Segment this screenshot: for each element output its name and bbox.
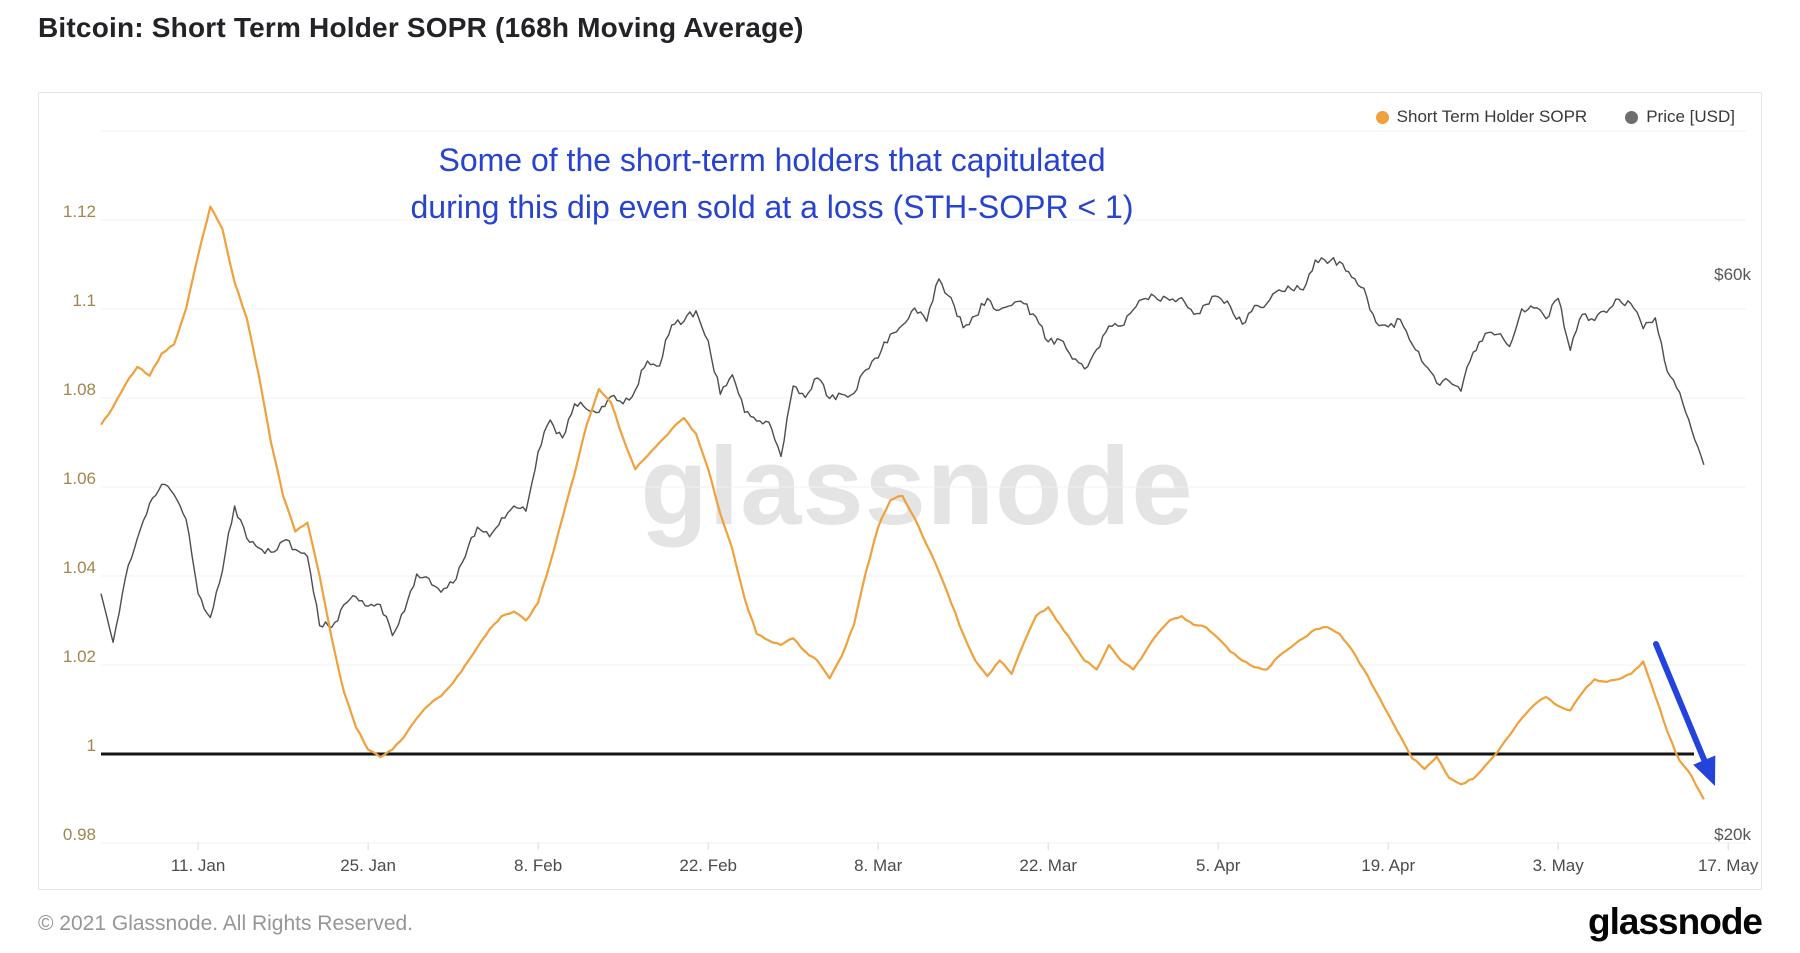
- sopr-legend-dot-icon: [1375, 110, 1389, 124]
- y-axis-left-tick-label: 1: [87, 736, 96, 755]
- x-axis-tick-label: 17. May: [1698, 856, 1759, 875]
- y-axis-right-tick-label: $20k: [1714, 825, 1751, 844]
- x-axis-tick-label: 25. Jan: [340, 856, 396, 875]
- y-axis-left-tick-label: 1.02: [63, 647, 96, 666]
- x-axis-tick-label: 11. Jan: [171, 856, 226, 875]
- annotation-line-2: during this dip even sold at a loss (STH…: [410, 189, 1134, 225]
- chart-annotation: Some of the short-term holders that capi…: [372, 137, 1172, 231]
- x-axis-tick-label: 3. May: [1533, 856, 1585, 875]
- trend-arrow: [1653, 641, 1716, 786]
- glassnode-logo: glassnode: [1588, 901, 1763, 942]
- y-axis-left-tick-label: 1.04: [63, 558, 96, 577]
- legend-label-sopr: Short Term Holder SOPR: [1396, 107, 1588, 126]
- price-line: [100, 257, 1705, 643]
- annotation-line-1: Some of the short-term holders that capi…: [438, 142, 1106, 178]
- grid-lines: [101, 130, 1746, 844]
- sopr-line: [100, 205, 1705, 800]
- y-axis-left-tick-label: 1.06: [63, 469, 96, 488]
- x-axis-tick-label: 8. Mar: [854, 856, 903, 875]
- x-axis-tick-label: 22. Feb: [679, 856, 737, 875]
- x-axis-tick-label: 19. Apr: [1361, 856, 1415, 875]
- page-title: Bitcoin: Short Term Holder SOPR (168h Mo…: [38, 12, 804, 43]
- y-axis-right: $60k $20k: [1714, 265, 1751, 844]
- chart-panel: glassnode 11. Jan 25. Jan 8. Feb 22. Feb 8. …: [38, 92, 1762, 890]
- y-axis-right-tick-label: $60k: [1714, 265, 1751, 284]
- legend: Short Term Holder SOPR Price [USD]: [1375, 107, 1735, 127]
- price-legend-dot-icon: [1625, 110, 1639, 124]
- y-axis-left: 1.12 1.1 1.08 1.06 1.04 1.02 1 0.98: [63, 202, 96, 844]
- x-axis-tick-label: 5. Apr: [1196, 856, 1241, 875]
- y-axis-left-tick-label: 1.08: [63, 380, 96, 399]
- y-axis-left-tick-label: 0.98: [63, 825, 96, 844]
- x-axis: 11. Jan 25. Jan 8. Feb 22. Feb 8. Mar 22. Mar…: [171, 843, 1759, 875]
- y-axis-left-tick-label: 1.12: [63, 202, 96, 221]
- x-axis-tick-label: 8. Feb: [514, 856, 562, 875]
- legend-item-sopr[interactable]: Short Term Holder SOPR: [1375, 107, 1588, 127]
- x-axis-tick-label: 22. Mar: [1019, 856, 1077, 875]
- legend-item-price[interactable]: Price [USD]: [1625, 107, 1735, 127]
- y-axis-left-tick-label: 1.1: [72, 291, 96, 310]
- footer-copyright: © 2021 Glassnode. All Rights Reserved.: [38, 912, 414, 935]
- chart-plot[interactable]: 11. Jan 25. Jan 8. Feb 22. Feb 8. Mar 22. Mar…: [39, 93, 1761, 889]
- legend-label-price: Price [USD]: [1646, 107, 1735, 126]
